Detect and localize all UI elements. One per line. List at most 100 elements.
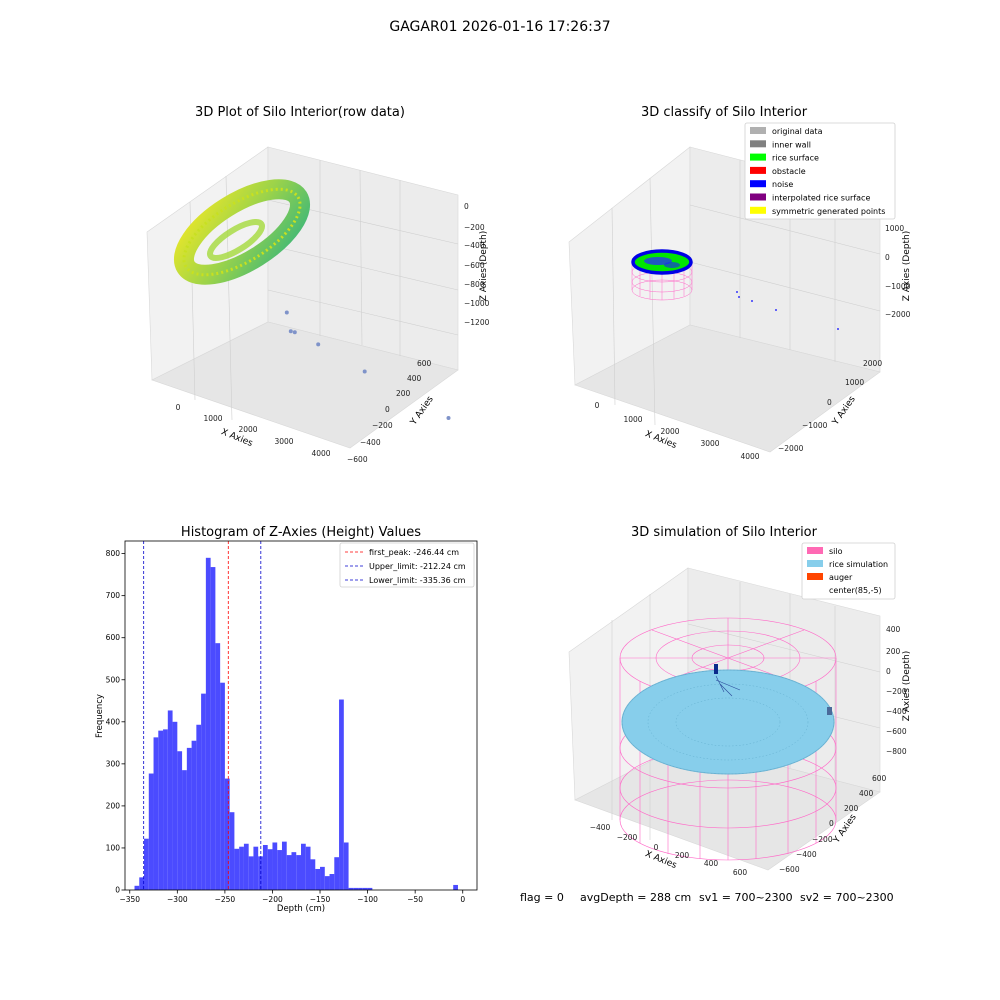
panel4-rice-surface [621, 669, 835, 775]
histogram-bar [148, 773, 154, 890]
histogram-bar [163, 729, 168, 890]
p2-ztick-3: −2000 [885, 310, 911, 319]
histogram-bar [215, 643, 221, 890]
panel1-outlier-point [362, 369, 367, 374]
panel2-noise-points [736, 291, 839, 330]
histogram-ytick-label: 400 [106, 717, 121, 726]
panel4-title: 3D simulation of Silo Interior [631, 525, 818, 540]
histogram-bar [177, 751, 183, 890]
histogram-bar [205, 557, 211, 890]
histogram-bar [320, 866, 325, 890]
panel3-title: Histogram of Z-Axies (Height) Values [181, 525, 421, 540]
footer-status: flag = 0 avgDepth = 288 cm sv1 = 700~230… [520, 891, 894, 904]
histogram-bar [243, 843, 249, 890]
histogram-bar [134, 885, 140, 890]
histogram-ylabel: Frequency [95, 694, 105, 738]
histogram-bar [353, 887, 359, 890]
histogram-bar [362, 887, 368, 890]
panel1-outlier-point [316, 342, 321, 347]
histogram-bar [191, 740, 197, 890]
histogram-bar [310, 859, 316, 890]
histogram-xticks: −350 −300 −250 −200 −150 −100 −50 0 [119, 890, 465, 904]
p4-ztick-6: −800 [886, 747, 907, 756]
p2-xtick-2: 2000 [660, 427, 679, 436]
p4-xtick-1: −200 [617, 833, 638, 842]
p4-xtick-0: −400 [590, 823, 611, 832]
panel-histogram: Histogram of Z-Axies (Height) Values −35… [95, 525, 478, 914]
p1-ztick-1: −200 [464, 223, 485, 232]
histogram-legend: first_peak: -246.44 cm Upper_limit: -212.… [339, 542, 475, 588]
histogram-bar [367, 887, 373, 890]
panel1-point-cloud [173, 179, 311, 285]
panel2-floor-pane [574, 324, 881, 453]
histogram-xtick-label: −150 [310, 895, 331, 904]
legend-swatch [807, 560, 823, 567]
p1-ytick-5: −400 [360, 438, 381, 447]
panel-classify-3d: 3D classify of Silo Interior [568, 105, 912, 461]
histogram-xtick-label: 0 [460, 895, 465, 904]
legend-label: center(85,-5) [829, 586, 882, 595]
p2-xtick-0: 0 [595, 401, 600, 410]
p4-ytick-2: 200 [844, 804, 859, 813]
p1-ztick-6: −1200 [464, 318, 490, 327]
p4-xtick-5: 600 [733, 868, 748, 877]
footer-sv1: sv1 = 700~2300 [699, 891, 793, 904]
histogram-bars [134, 557, 458, 890]
p1-ytick-3: 0 [385, 405, 390, 414]
legend-swatch [750, 166, 766, 174]
histogram-bar [158, 730, 164, 890]
histogram-bar [301, 843, 306, 890]
histogram-legend-label: Upper_limit: -212.24 cm [369, 562, 466, 571]
histogram-ytick-label: 600 [106, 633, 121, 642]
histogram-xtick-label: −100 [357, 895, 378, 904]
footer-flag: flag = 0 [520, 891, 564, 904]
panel1-title: 3D Plot of Silo Interior(row data) [195, 105, 405, 120]
panel1-outlier-point [288, 329, 293, 334]
histogram-bar [334, 857, 340, 890]
histogram-bar [201, 693, 206, 890]
panel-raw-data-3d: 3D Plot of Silo Interior(row data) 0 100… [146, 105, 490, 464]
p4-ytick-3: 0 [829, 819, 834, 828]
histogram-legend-label: first_peak: -246.44 cm [369, 548, 459, 557]
legend-label: original data [772, 127, 823, 136]
histogram-vlines [143, 541, 262, 890]
histogram-xtick-label: −250 [215, 895, 236, 904]
histogram-ytick-label: 100 [106, 843, 121, 852]
panel1-outlier-point [446, 416, 451, 420]
histogram-bar [267, 849, 273, 890]
histogram-xtick-label: −300 [167, 895, 188, 904]
histogram-bar [281, 841, 287, 890]
p4-xtick-3: 200 [675, 851, 690, 860]
histogram-ytick-label: 500 [106, 675, 121, 684]
histogram-xtick-label: −50 [407, 895, 423, 904]
legend-swatch [750, 193, 766, 201]
p4-ytick-5: −400 [796, 850, 817, 859]
p4-ztick-5: −600 [886, 727, 907, 736]
legend-swatch [807, 573, 823, 580]
histogram-ytick-label: 0 [115, 886, 120, 895]
legend-swatch [750, 206, 766, 214]
panel4-auger [714, 664, 832, 715]
p1-xtick-0: 0 [176, 403, 181, 412]
histogram-legend-label: Lower_limit: -335.36 cm [369, 576, 466, 585]
histogram-bar [196, 724, 202, 890]
histogram-bar [296, 855, 301, 890]
p2-ztick-0: 1000 [885, 224, 904, 233]
legend-label: interpolated rice surface [772, 194, 870, 203]
p4-ztick-0: 400 [886, 625, 901, 634]
histogram-bar [182, 770, 187, 890]
panel4-zlabel: Z Axies (Depth) [902, 651, 912, 722]
p2-xtick-4: 4000 [740, 452, 759, 461]
histogram-bar [186, 747, 192, 890]
panel1-outlier-points [284, 310, 451, 420]
footer-avg-depth: avgDepth = 288 cm [580, 891, 691, 904]
legend-label: inner wall [772, 140, 811, 149]
histogram-ytick-label: 200 [106, 801, 121, 810]
footer-sv2: sv2 = 700~2300 [800, 891, 894, 904]
p2-ytick-2: 0 [827, 398, 832, 407]
panel1-floor-pane [151, 321, 459, 449]
histogram-bar [262, 845, 268, 890]
panel2-zlabel: Z Axies (Depth) [902, 231, 912, 302]
histogram-bar [305, 846, 311, 890]
p1-ytick-0: 600 [417, 359, 432, 368]
